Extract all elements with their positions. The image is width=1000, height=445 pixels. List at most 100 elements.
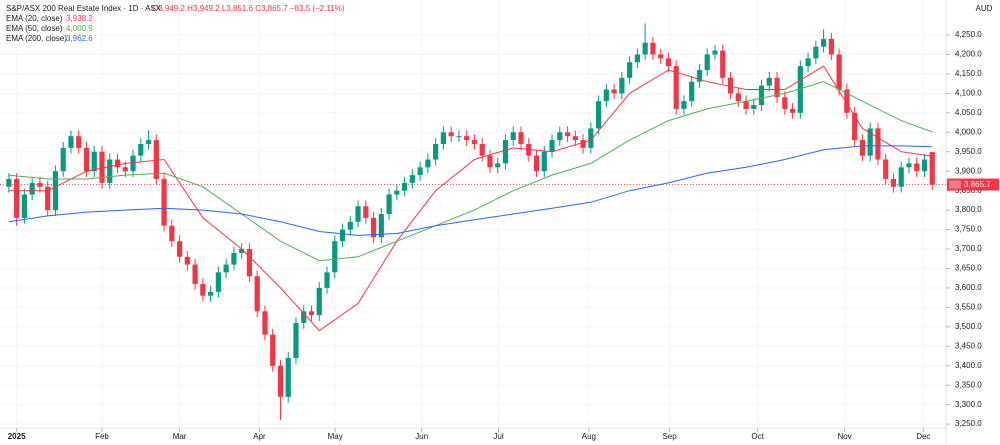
candle-body bbox=[557, 132, 563, 141]
candle-body bbox=[239, 249, 245, 253]
legend: S&P/ASX 200 Real Estate Index · 1D · ASX… bbox=[6, 4, 345, 43]
candle-body bbox=[743, 101, 749, 109]
candle-body bbox=[6, 178, 12, 187]
x-tick-label: Oct bbox=[751, 432, 764, 441]
ema-line bbox=[8, 65, 933, 332]
candle-body bbox=[906, 163, 912, 168]
candle-body bbox=[200, 284, 206, 296]
candle-body bbox=[588, 128, 594, 148]
candle-body bbox=[293, 322, 299, 358]
candle-body bbox=[355, 206, 361, 222]
y-tick-label: 4,000.0 bbox=[955, 127, 982, 136]
candle-body bbox=[898, 167, 904, 187]
candle-body bbox=[890, 178, 897, 187]
candle-body bbox=[192, 264, 198, 285]
candle-body bbox=[751, 105, 757, 109]
candle-body bbox=[541, 151, 547, 172]
price-tag-label: 3,865.7 bbox=[964, 180, 991, 189]
candle-body bbox=[712, 50, 718, 55]
candle-body bbox=[107, 159, 113, 183]
candle-body bbox=[29, 182, 35, 195]
candle-body bbox=[813, 46, 819, 59]
candle-body bbox=[875, 128, 881, 160]
candle-body bbox=[223, 264, 229, 273]
candle-body bbox=[184, 256, 190, 265]
candle-body bbox=[914, 163, 920, 172]
candle-body bbox=[425, 159, 431, 168]
x-tick-label: Nov bbox=[837, 432, 851, 441]
x-tick-label: Apr bbox=[253, 432, 266, 441]
candle-body bbox=[277, 365, 284, 397]
y-tick-label: 3,400.0 bbox=[955, 361, 982, 370]
candle-body bbox=[634, 54, 640, 63]
candle-body bbox=[533, 155, 540, 172]
candle-body bbox=[386, 194, 392, 214]
candle-body bbox=[138, 143, 144, 156]
candle-body bbox=[21, 194, 27, 218]
candle-body bbox=[642, 42, 648, 55]
x-tick-label: Feb bbox=[95, 432, 109, 441]
candle-body bbox=[510, 132, 516, 141]
candle-body bbox=[208, 291, 214, 296]
x-tick-label: Dec bbox=[916, 432, 930, 441]
candle-body bbox=[696, 70, 703, 82]
y-tick-label: 3,550.0 bbox=[955, 302, 982, 311]
price-tag bbox=[947, 178, 999, 191]
candle-body bbox=[852, 112, 858, 141]
y-tick-label: 3,800.0 bbox=[955, 205, 982, 214]
legend-label: EMA (200, close) bbox=[6, 34, 67, 43]
candle-body bbox=[215, 272, 221, 292]
candle-body bbox=[921, 159, 928, 172]
candle-body bbox=[603, 89, 609, 102]
candle-body bbox=[45, 186, 51, 211]
candle-body bbox=[727, 77, 734, 94]
candle-body bbox=[658, 54, 664, 59]
candle-body bbox=[448, 132, 454, 137]
candle-body bbox=[518, 132, 524, 144]
ema-line bbox=[8, 145, 933, 236]
y-tick-label: 3,600.0 bbox=[955, 283, 982, 292]
legend-label: EMA (50, close) bbox=[6, 24, 63, 33]
candle-body bbox=[409, 175, 415, 183]
candle-body bbox=[650, 42, 656, 55]
candle-body bbox=[440, 132, 447, 144]
candle-body bbox=[231, 252, 237, 265]
y-tick-label: 3,650.0 bbox=[955, 264, 982, 273]
ohlc-readout: O3,949.2 H3,949.2 L3,851.6 C3,865.7 −83.… bbox=[152, 4, 345, 13]
candle-body bbox=[363, 206, 369, 218]
candle-body bbox=[324, 272, 330, 288]
candle-body bbox=[433, 143, 439, 160]
candle-body bbox=[308, 311, 315, 316]
y-tick-label: 3,450.0 bbox=[955, 341, 982, 350]
y-tick-label: 3,300.0 bbox=[955, 400, 982, 409]
candle-body bbox=[720, 50, 726, 78]
candle-body bbox=[797, 66, 803, 113]
candle-body bbox=[774, 77, 780, 98]
legend-value: 4,000.9 bbox=[66, 24, 93, 33]
x-tick-label: Jun bbox=[415, 432, 428, 441]
candle-body bbox=[627, 62, 633, 78]
candle-body bbox=[76, 136, 82, 148]
chart-title: S&P/ASX 200 Real Estate Index · 1D · ASX bbox=[6, 4, 162, 13]
candle-body bbox=[929, 152, 935, 185]
candle-body bbox=[60, 147, 66, 172]
candle-body bbox=[689, 81, 695, 102]
candle-body bbox=[370, 217, 377, 238]
candle-body bbox=[394, 190, 400, 195]
candle-body bbox=[316, 287, 322, 316]
candle-body bbox=[378, 214, 384, 238]
candle-body bbox=[339, 229, 346, 242]
candle-body bbox=[52, 171, 59, 211]
y-tick-label: 4,050.0 bbox=[955, 108, 982, 117]
candle-body bbox=[836, 54, 842, 90]
candle-body bbox=[844, 89, 850, 113]
candle-body bbox=[735, 93, 741, 102]
candle-body bbox=[332, 241, 338, 273]
candle-body bbox=[130, 155, 136, 172]
legend-label: EMA (20, close) bbox=[6, 14, 63, 23]
candle-body bbox=[14, 178, 20, 218]
y-tick-label: 3,700.0 bbox=[955, 244, 982, 253]
candle-body bbox=[417, 167, 423, 176]
candle-body bbox=[611, 89, 617, 94]
